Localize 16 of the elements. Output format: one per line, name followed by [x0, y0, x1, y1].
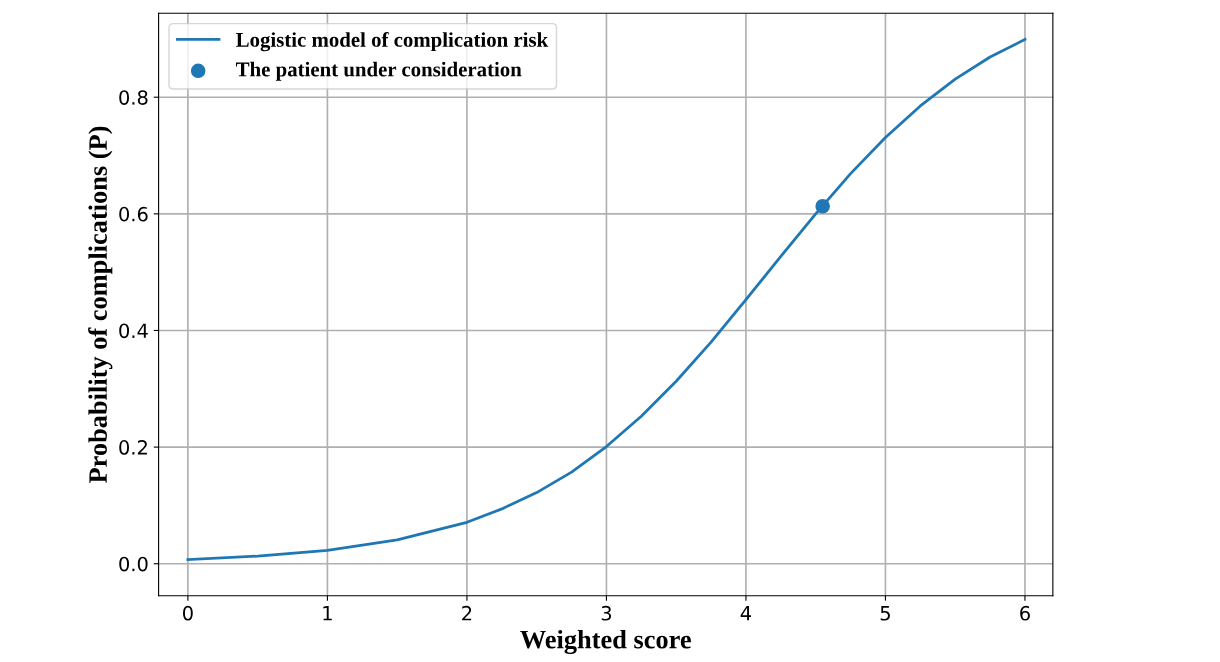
x-tick-label: 0: [182, 605, 193, 621]
y-tick-label: 0.6: [119, 206, 148, 222]
x-tick-label: 2: [462, 605, 472, 621]
legend-label: Logistic model of complication risk: [236, 31, 549, 52]
x-tick-label: 4: [740, 606, 752, 621]
y-tick-label: 0.0: [119, 556, 148, 572]
y-tick-label: 0.4: [119, 323, 148, 339]
x-axis-title: Weighted score: [520, 629, 691, 655]
x-tick-label: 1: [323, 606, 332, 621]
x-tick-label: 6: [1020, 605, 1030, 621]
legend-label: The patient under consideration: [236, 61, 522, 81]
x-tick-label: 3: [601, 605, 612, 621]
y-axis-title: Probability of complications (P): [88, 126, 113, 484]
y-tick-label: 0.8: [119, 90, 148, 105]
y-tick-label: 0.2: [119, 440, 147, 455]
x-tick-label: 5: [880, 606, 890, 621]
